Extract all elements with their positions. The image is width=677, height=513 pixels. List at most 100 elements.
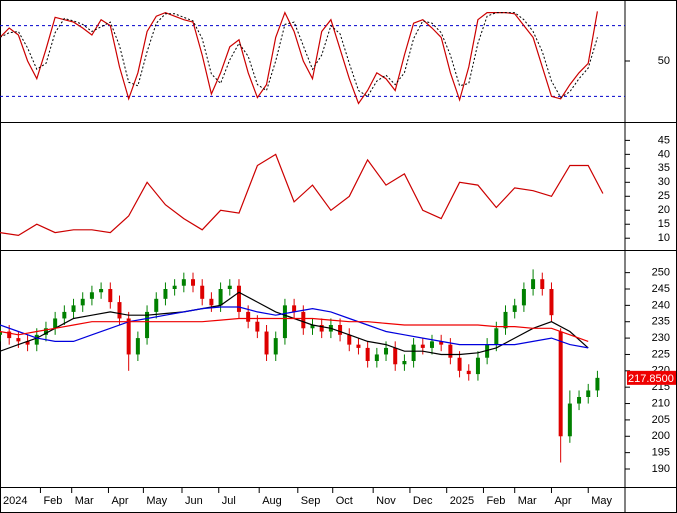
candle-body	[172, 285, 177, 289]
y-tick-label: 35	[658, 162, 670, 174]
candle-body	[374, 354, 379, 361]
candle-body	[494, 328, 499, 345]
x-tick-label: 2024	[3, 495, 27, 507]
y-tick-label: 50	[658, 55, 670, 67]
candle-body	[117, 302, 122, 319]
candle-body	[503, 311, 508, 329]
series-line	[0, 317, 589, 342]
candle-body	[209, 298, 214, 306]
candle-body	[384, 347, 389, 355]
candle-body	[25, 341, 30, 345]
candle-body	[7, 331, 12, 339]
y-tick-label: 10	[658, 232, 670, 244]
candle-body	[365, 347, 370, 361]
candle-body	[586, 390, 591, 397]
candle-body	[53, 318, 58, 329]
candle-body	[246, 311, 251, 322]
candle-body	[71, 305, 76, 312]
y-tick-label: 245	[652, 283, 670, 295]
x-tick-label: 2025	[450, 495, 474, 507]
x-tick-label: Mar	[518, 495, 537, 507]
y-tick-label: 195	[652, 447, 670, 459]
y-tick-label: 40	[658, 148, 670, 160]
x-tick-label: Dec	[413, 495, 433, 507]
candle-body	[80, 298, 85, 306]
candle-body	[402, 361, 407, 365]
y-tick-label: 200	[652, 430, 670, 442]
y-tick-label: 20	[658, 204, 670, 216]
candle-body	[577, 397, 582, 404]
candle-body	[273, 338, 278, 355]
candle-body	[420, 344, 425, 348]
y-tick-label: 235	[652, 316, 670, 328]
last-price-box	[627, 370, 676, 385]
candle-body	[475, 357, 480, 375]
candle-body	[43, 328, 48, 335]
x-tick-label: Oct	[336, 495, 353, 507]
candle-body	[191, 279, 196, 286]
candle-body	[485, 344, 490, 358]
candle-body	[347, 334, 352, 345]
series-line	[0, 306, 589, 349]
x-tick-label: May	[146, 495, 167, 507]
candle-body	[521, 289, 526, 306]
y-tick-label: 210	[652, 397, 670, 409]
candle-body	[236, 285, 241, 312]
candle-body	[34, 334, 39, 345]
x-tick-label: Jul	[222, 495, 236, 507]
y-tick-label: 240	[652, 299, 670, 311]
candle-body	[338, 325, 343, 335]
x-tick-label: Apr	[111, 495, 128, 507]
y-tick-label: 190	[652, 463, 670, 475]
y-tick-label: 45	[658, 134, 670, 146]
candle-body	[99, 289, 104, 293]
y-tick-label: 30	[658, 176, 670, 188]
y-tick-label: 250	[652, 267, 670, 279]
candle-body	[16, 338, 21, 342]
candle-body	[282, 305, 287, 339]
y-tick-label: 15	[658, 218, 670, 230]
y-tick-label: 25	[658, 190, 670, 202]
x-tick-label: May	[591, 495, 612, 507]
x-tick-label: Feb	[43, 495, 62, 507]
candle-body	[429, 341, 434, 348]
candle-body	[448, 344, 453, 358]
candle-body	[558, 331, 563, 437]
candle-body	[135, 338, 140, 355]
candle-body	[457, 357, 462, 371]
x-tick-label: Feb	[486, 495, 505, 507]
x-tick-label: Jun	[185, 495, 203, 507]
candle-body	[0, 331, 2, 335]
candle-body	[512, 305, 517, 312]
candle-body	[540, 279, 545, 289]
candle-body	[89, 292, 94, 299]
candle-body	[595, 377, 600, 391]
candle-body	[292, 305, 297, 312]
candle-body	[411, 344, 416, 361]
candle-body	[301, 311, 306, 329]
x-tick-label: Aug	[262, 495, 282, 507]
x-tick-label: Nov	[376, 495, 396, 507]
last-price-label: 217.8500	[628, 373, 674, 385]
candle-body	[531, 279, 536, 289]
candle-body	[466, 370, 471, 375]
candle-body	[549, 289, 554, 316]
candle-body	[310, 325, 315, 329]
candle-body	[62, 311, 67, 319]
candle-body	[163, 289, 168, 299]
y-tick-label: 225	[652, 348, 670, 360]
candle-body	[154, 298, 159, 312]
series-line	[0, 12, 598, 99]
candle-body	[181, 279, 186, 286]
candle-body	[126, 318, 131, 355]
y-tick-label: 205	[652, 414, 670, 426]
x-tick-label: Sep	[301, 495, 321, 507]
candle-body	[200, 285, 205, 299]
candle-body	[264, 331, 269, 355]
candle-body	[227, 285, 232, 289]
series-line	[0, 153, 604, 237]
candle-body	[439, 341, 444, 345]
candle-body	[108, 289, 113, 303]
candle-body	[145, 311, 150, 339]
